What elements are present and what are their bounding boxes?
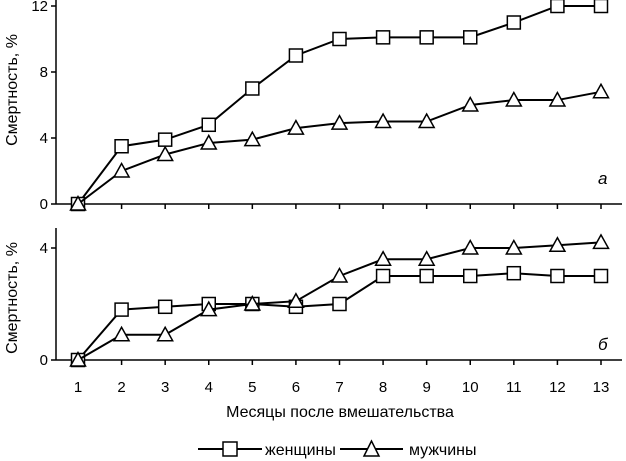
data-point-women-b (419, 268, 434, 284)
data-point-women-a (288, 48, 304, 63)
x-tick-label: 11 (506, 379, 522, 396)
data-point-women-a (506, 15, 522, 30)
data-point-women-a (463, 30, 478, 45)
x-tick-label: 12 (549, 379, 566, 396)
data-point-women-b (506, 265, 522, 281)
data-point-women-a (245, 81, 260, 96)
x-tick-label: 10 (462, 379, 479, 396)
legend-triangle-marker (362, 439, 381, 457)
y-tick-label-a: 4 (40, 130, 48, 147)
y-axis-title-b: Смертность, % (4, 242, 21, 354)
data-point-men-a (330, 114, 349, 130)
data-point-men-a (156, 145, 174, 162)
data-point-men-a (548, 91, 567, 107)
data-point-men-b (461, 238, 480, 255)
series-line-women-b (77, 272, 601, 361)
data-point-men-a (112, 161, 131, 178)
data-point-men-a (505, 91, 523, 107)
y-tick-label-a: 8 (40, 64, 48, 81)
data-point-men-b (112, 325, 131, 342)
y-tick-label-b: 0 (40, 352, 48, 369)
x-tick-label: 7 (335, 379, 343, 396)
x-tick-label: 9 (422, 379, 430, 396)
data-point-men-a (243, 130, 262, 147)
data-point-men-a (287, 119, 305, 135)
panel-a: Смертность, % а 0 4 8 12 (4, 0, 622, 213)
legend-label-women: женщины (265, 442, 336, 459)
data-point-women-b (157, 299, 173, 315)
x-tick-label: 13 (593, 379, 610, 396)
x-tick-label: 6 (292, 379, 300, 396)
data-point-women-a (419, 30, 434, 45)
y-axis-title-a: Смертность, % (4, 34, 21, 146)
data-point-women-a (550, 0, 565, 14)
y-tick-label-a: 0 (40, 196, 48, 213)
data-point-women-a (201, 117, 216, 133)
data-point-women-a (114, 139, 129, 154)
data-point-men-b (592, 233, 610, 250)
panel-b: Смертность, % б Месяцы после вмешательст… (4, 228, 622, 421)
data-point-men-a (374, 112, 392, 129)
x-axis-title: Месяцы после вмешательства (226, 404, 454, 421)
data-point-men-b (548, 236, 567, 252)
y-tick-label-b: 4 (40, 240, 48, 257)
series-line-men-a (77, 90, 602, 205)
data-point-men-a (461, 95, 480, 112)
x-tick-label: 8 (379, 379, 387, 396)
data-point-men-a (69, 194, 87, 211)
data-point-men-b (374, 250, 392, 266)
data-point-men-b (417, 250, 436, 266)
data-point-men-b (69, 350, 87, 367)
data-point-men-b (156, 325, 174, 342)
panel-letter-b: б (598, 335, 609, 354)
x-tick-label: 3 (161, 379, 169, 396)
data-point-women-b (332, 296, 347, 312)
data-point-men-a (417, 112, 436, 129)
data-point-women-a (375, 30, 391, 45)
data-point-men-b (243, 294, 262, 311)
data-point-women-b (114, 302, 129, 317)
data-point-men-b (199, 300, 218, 317)
data-point-women-a (593, 0, 609, 14)
x-tick-label: 2 (117, 379, 125, 396)
data-point-women-b (375, 268, 391, 284)
x-tick-label: 4 (205, 379, 213, 396)
data-point-men-a (199, 133, 218, 150)
panel-letter-a: а (598, 169, 607, 188)
x-tick-label: 5 (248, 379, 256, 396)
data-point-men-b (330, 266, 349, 283)
data-point-women-a (332, 31, 347, 47)
legend-label-men: мужчины (409, 442, 477, 459)
data-point-women-b (550, 268, 565, 284)
legend-square-marker (222, 441, 238, 457)
legend: женщины мужчины (198, 439, 477, 459)
y-tick-label-a: 12 (31, 0, 48, 15)
data-point-men-b (505, 238, 523, 255)
data-point-men-a (592, 82, 610, 99)
x-tick-label: 1 (74, 379, 82, 396)
data-point-women-a (157, 132, 173, 147)
data-point-women-b (593, 268, 609, 284)
data-point-women-b (463, 268, 478, 284)
data-point-men-b (287, 292, 305, 308)
